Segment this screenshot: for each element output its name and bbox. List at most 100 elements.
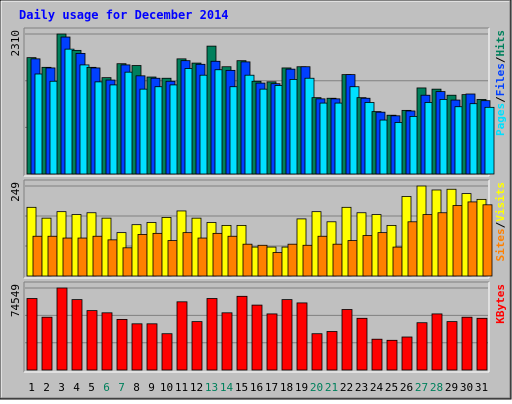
- kbytes_panel-bar-kbytes-27: [416, 322, 428, 371]
- x-label-day-13: 13: [205, 381, 218, 394]
- kbytes_panel-bar-kbytes-20: [311, 333, 323, 371]
- x-label-day-18: 18: [280, 381, 293, 394]
- x-label-day-5: 5: [88, 381, 95, 394]
- kbytes_panel-bar-kbytes-21: [326, 331, 338, 371]
- visits_panel-bar-sites-23: [362, 235, 373, 277]
- kbytes_panel-bar-kbytes-31: [476, 317, 488, 371]
- kbytes_panel-bar-kbytes-11: [176, 301, 188, 371]
- x-label-day-3: 3: [58, 381, 65, 394]
- visits_panel-bar-sites-16: [257, 244, 268, 277]
- visits_panel-legend: Sites/Visits: [494, 182, 507, 262]
- x-label-day-8: 8: [133, 381, 140, 394]
- hits_panel-legend: Pages/Files/Hits: [494, 30, 507, 136]
- visits_panel: 249 Sites/Visits: [9, 179, 507, 279]
- visits_panel-bar-sites-31: [482, 204, 493, 277]
- visits_panel-bar-sites-8: [137, 234, 148, 277]
- visits_panel-max-label: 249: [9, 182, 22, 202]
- x-label-day-1: 1: [28, 381, 35, 394]
- kbytes_panel-bar-kbytes-6: [101, 312, 113, 371]
- visits_panel-bar-sites-12: [197, 237, 208, 277]
- kbytes_panel-max-label: 74549: [9, 284, 22, 317]
- kbytes_panel-bar-kbytes-26: [401, 336, 413, 371]
- x-label-day-20: 20: [310, 381, 323, 394]
- x-axis-labels: 1 2 3 4 5 6 7 8 9 10 11 12 13 14 15 16 17 18 19 20 21 22 23 24 2…: [28, 381, 488, 394]
- x-label-day-7: 7: [118, 381, 125, 394]
- kbytes_panel-bar-kbytes-25: [386, 339, 398, 371]
- visits_panel-bar-sites-20: [317, 235, 328, 277]
- visits_panel-bar-sites-24: [377, 232, 388, 277]
- visits_panel-bar-sites-5: [92, 235, 103, 277]
- kbytes_panel-bar-kbytes-4: [71, 299, 83, 371]
- kbytes_panel-bar-kbytes-5: [86, 310, 98, 371]
- visits_panel-bar-sites-27: [422, 214, 433, 277]
- hits_panel-legend-separator-1: /: [494, 96, 507, 103]
- visits_panel-bar-sites-1: [32, 235, 43, 277]
- visits_panel-bar-sites-15: [242, 243, 253, 277]
- visits_panel-bar-sites-30: [467, 201, 478, 277]
- x-label-day-21: 21: [325, 381, 338, 394]
- visits_panel-bar-sites-17: [272, 252, 283, 277]
- x-label-day-2: 2: [43, 381, 50, 394]
- x-label-day-30: 30: [460, 381, 473, 394]
- kbytes_panel-bar-kbytes-7: [116, 319, 128, 371]
- visits_panel-bar-sites-6: [107, 239, 118, 277]
- visits_panel-bar-sites-14: [227, 235, 238, 277]
- kbytes_panel-bar-kbytes-15: [236, 295, 248, 371]
- visits_panel-legend-separator-1: /: [494, 221, 507, 228]
- x-label-day-12: 12: [190, 381, 203, 394]
- visits_panel-bar-sites-13: [212, 232, 223, 277]
- kbytes_panel-legend: KBytes: [494, 284, 507, 324]
- visits_panel-bar-sites-4: [77, 237, 88, 277]
- visits_panel-bar-sites-26: [407, 221, 418, 277]
- x-label-day-25: 25: [385, 381, 398, 394]
- kbytes_panel-bar-kbytes-8: [131, 323, 143, 371]
- kbytes_panel-bar-kbytes-14: [221, 312, 233, 371]
- hits_panel-legend-files: Files: [494, 63, 507, 96]
- x-label-day-6: 6: [103, 381, 110, 394]
- chart-title: Daily usage for December 2014: [19, 8, 229, 22]
- kbytes_panel-bar-kbytes-24: [371, 338, 383, 371]
- x-label-day-15: 15: [235, 381, 248, 394]
- visits_panel-bar-sites-18: [287, 243, 298, 277]
- kbytes_panel-bar-kbytes-28: [431, 313, 443, 371]
- x-label-day-22: 22: [340, 381, 353, 394]
- x-label-day-9: 9: [148, 381, 155, 394]
- x-label-day-28: 28: [430, 381, 443, 394]
- visits_panel-legend-sites: Sites: [494, 228, 507, 261]
- kbytes_panel-bar-kbytes-30: [461, 316, 473, 371]
- kbytes_panel-bar-kbytes-22: [341, 309, 353, 371]
- hits_panel-max-label: 2310: [9, 30, 22, 57]
- visits_panel-bar-sites-25: [392, 246, 403, 277]
- x-label-day-23: 23: [355, 381, 368, 394]
- visits_panel-bar-sites-19: [302, 244, 313, 277]
- kbytes_panel-bar-kbytes-18: [281, 299, 293, 371]
- kbytes_panel-bar-kbytes-12: [191, 321, 203, 371]
- kbytes_panel-bar-kbytes-10: [161, 333, 173, 371]
- visits_panel-bar-sites-11: [182, 232, 193, 277]
- visits_panel-bar-sites-29: [452, 205, 463, 277]
- kbytes_panel-legend-kbytes: KBytes: [494, 284, 507, 324]
- x-label-day-17: 17: [265, 381, 278, 394]
- hits_panel: 2310 Pages/Files/Hits: [9, 27, 507, 177]
- x-label-day-27: 27: [415, 381, 428, 394]
- x-label-day-4: 4: [73, 381, 80, 394]
- hits_panel-bar-pages-31: [484, 106, 495, 175]
- panels-group: 2310Pages/Files/Hits249Sites/Visits74549…: [9, 27, 507, 373]
- visits_panel-bar-sites-28: [437, 212, 448, 277]
- kbytes_panel-bar-kbytes-19: [296, 302, 308, 371]
- visits_panel-bar-sites-3: [62, 237, 73, 277]
- visits_panel-bar-sites-2: [47, 235, 58, 277]
- x-label-day-16: 16: [250, 381, 263, 394]
- kbytes_panel-bar-kbytes-9: [146, 323, 158, 371]
- x-label-day-26: 26: [400, 381, 413, 394]
- x-label-day-29: 29: [445, 381, 458, 394]
- x-label-day-11: 11: [175, 381, 188, 394]
- kbytes_panel-bar-kbytes-29: [446, 321, 458, 371]
- visits_panel-bar-sites-10: [167, 240, 178, 277]
- x-label-day-19: 19: [295, 381, 308, 394]
- visits_panel-bar-sites-22: [347, 240, 358, 277]
- kbytes_panel-bar-kbytes-23: [356, 317, 368, 371]
- kbytes_panel: 74549 KBytes: [9, 281, 507, 373]
- visits_panel-legend-visits: Visits: [494, 182, 507, 222]
